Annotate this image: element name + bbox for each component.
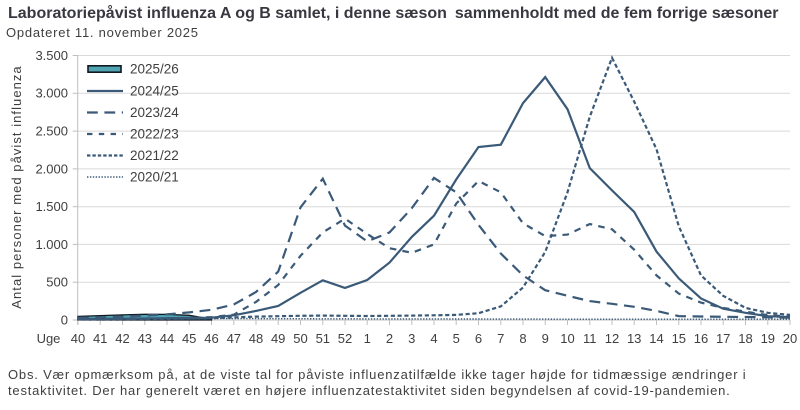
svg-text:13: 13 (627, 331, 641, 346)
svg-text:2022/23: 2022/23 (130, 127, 179, 142)
svg-text:19: 19 (761, 331, 775, 346)
svg-text:15: 15 (672, 331, 686, 346)
svg-text:14: 14 (649, 331, 663, 346)
svg-text:45: 45 (182, 331, 196, 346)
svg-text:42: 42 (115, 331, 129, 346)
svg-text:1.000: 1.000 (35, 237, 68, 252)
svg-text:48: 48 (249, 331, 263, 346)
svg-text:51: 51 (316, 331, 330, 346)
svg-text:10: 10 (560, 331, 574, 346)
svg-text:1: 1 (364, 331, 371, 346)
svg-text:50: 50 (293, 331, 307, 346)
svg-text:46: 46 (204, 331, 218, 346)
svg-text:18: 18 (738, 331, 752, 346)
svg-text:9: 9 (542, 331, 549, 346)
svg-text:Antal personer med påvist infl: Antal personer med påvist influenza (9, 65, 24, 308)
svg-text:44: 44 (160, 331, 174, 346)
svg-text:41: 41 (93, 331, 107, 346)
svg-text:2020/21: 2020/21 (130, 170, 179, 185)
svg-text:1.500: 1.500 (35, 199, 68, 214)
svg-text:2.000: 2.000 (35, 161, 68, 176)
svg-text:Uge: Uge (37, 331, 61, 346)
svg-text:20: 20 (783, 331, 797, 346)
svg-text:5: 5 (453, 331, 460, 346)
svg-text:49: 49 (271, 331, 285, 346)
svg-text:43: 43 (138, 331, 152, 346)
svg-text:2024/25: 2024/25 (130, 84, 179, 99)
svg-text:17: 17 (716, 331, 730, 346)
svg-text:6: 6 (475, 331, 482, 346)
svg-text:16: 16 (694, 331, 708, 346)
svg-text:2.500: 2.500 (35, 124, 68, 139)
svg-text:3.500: 3.500 (35, 48, 68, 63)
svg-text:3: 3 (408, 331, 415, 346)
svg-text:47: 47 (227, 331, 241, 346)
svg-text:2: 2 (386, 331, 393, 346)
svg-text:3.000: 3.000 (35, 86, 68, 101)
svg-text:8: 8 (519, 331, 526, 346)
svg-text:40: 40 (71, 331, 85, 346)
svg-text:0: 0 (61, 312, 68, 327)
svg-text:2025/26: 2025/26 (130, 62, 179, 77)
svg-text:7: 7 (497, 331, 504, 346)
svg-text:11: 11 (583, 331, 597, 346)
svg-text:52: 52 (338, 331, 352, 346)
svg-text:2021/22: 2021/22 (130, 148, 179, 163)
svg-text:12: 12 (605, 331, 619, 346)
svg-text:4: 4 (430, 331, 437, 346)
svg-text:500: 500 (46, 275, 68, 290)
svg-text:2023/24: 2023/24 (130, 105, 179, 120)
